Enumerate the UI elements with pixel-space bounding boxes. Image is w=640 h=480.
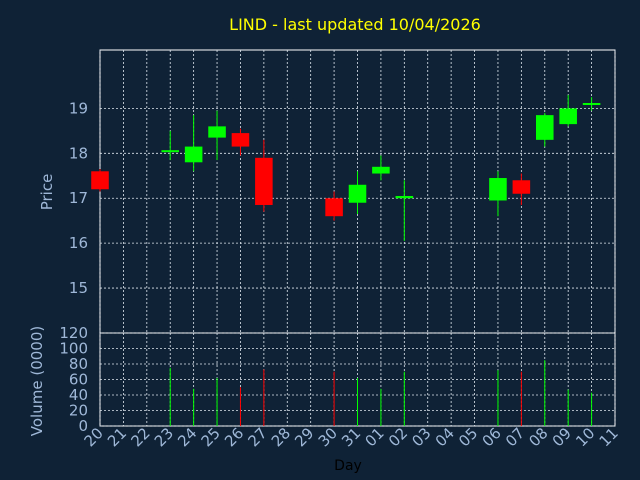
x-tick-label: 31	[338, 424, 364, 450]
candle-body	[395, 195, 414, 199]
candle-body	[208, 126, 226, 138]
candle-body	[559, 108, 577, 125]
volume-tick-label: 40	[69, 386, 88, 404]
x-axis-label: Day	[334, 458, 362, 474]
x-tick-label: 04	[432, 424, 458, 450]
candle-body	[255, 157, 273, 205]
x-tick-label: 08	[525, 424, 551, 450]
x-tick-label: 21	[104, 424, 130, 450]
x-tick-label: 05	[455, 424, 481, 450]
volume-tick-label: 80	[69, 355, 88, 373]
price-panel: 15 16 17 18 19	[69, 49, 616, 334]
price-axis-label: Price	[38, 174, 56, 211]
candle-10	[582, 97, 601, 111]
x-tick-label: 26	[221, 424, 247, 450]
candle-25	[208, 110, 226, 161]
candle-08	[535, 112, 554, 147]
x-tick-label: 25	[198, 424, 224, 450]
x-tick-label: 28	[268, 424, 294, 450]
candle-27	[255, 139, 273, 212]
x-tick-label: 06	[479, 424, 505, 450]
volume-tick-label: 60	[69, 371, 88, 389]
candle-02	[395, 180, 414, 241]
price-tick-label: 15	[69, 279, 88, 297]
candle-20	[91, 169, 109, 192]
candle-body	[184, 146, 203, 163]
candle-body	[231, 133, 250, 147]
x-tick-label: 07	[502, 424, 528, 450]
candle-09	[559, 94, 577, 127]
candle-26	[231, 128, 250, 156]
x-tick-label: 02	[385, 424, 411, 450]
volume-tick-label: 20	[69, 402, 88, 420]
volume-tick-label: 100	[59, 340, 88, 358]
candle-body	[512, 180, 531, 194]
x-tick-label: 24	[174, 424, 200, 450]
x-tick-label: 10	[572, 424, 598, 450]
candle-30	[325, 191, 343, 221]
candle-body	[325, 198, 343, 217]
price-tick-label: 17	[69, 189, 88, 207]
candle-body	[161, 150, 180, 153]
candle-body	[372, 166, 390, 174]
volume-tick-label: 120	[59, 324, 88, 342]
candle-body	[489, 178, 507, 201]
price-tick-label: 16	[69, 234, 88, 252]
candle-body	[348, 184, 367, 203]
x-tick-label: 27	[244, 424, 270, 450]
x-tick-label: 09	[549, 424, 575, 450]
candle-01	[372, 155, 390, 181]
candle-body	[535, 115, 554, 140]
x-tick-label: 23	[151, 424, 177, 450]
x-tick-label: 01	[362, 424, 388, 450]
volume-axis-label: Volume (0000)	[28, 326, 46, 436]
x-tick-label: 22	[127, 424, 153, 450]
candle-23	[161, 130, 180, 161]
candle-06	[489, 171, 507, 217]
x-tick-label: 03	[408, 424, 434, 450]
x-tick-label: 30	[315, 424, 341, 450]
chart-title: LIND - last updated 10/04/2026	[229, 15, 481, 34]
x-tick-label: 11	[596, 424, 622, 450]
candle-body	[582, 103, 601, 106]
x-tick-label: 29	[291, 424, 317, 450]
candle-body	[91, 171, 109, 190]
x-axis: 2021222324252627282930310102030405060708…	[81, 424, 622, 450]
candle-07	[512, 173, 531, 205]
price-tick-label: 19	[69, 99, 88, 117]
candle-24	[184, 115, 203, 172]
price-tick-label: 18	[69, 144, 88, 162]
volume-tick-label: 0	[78, 417, 88, 435]
candle-31	[348, 171, 367, 214]
